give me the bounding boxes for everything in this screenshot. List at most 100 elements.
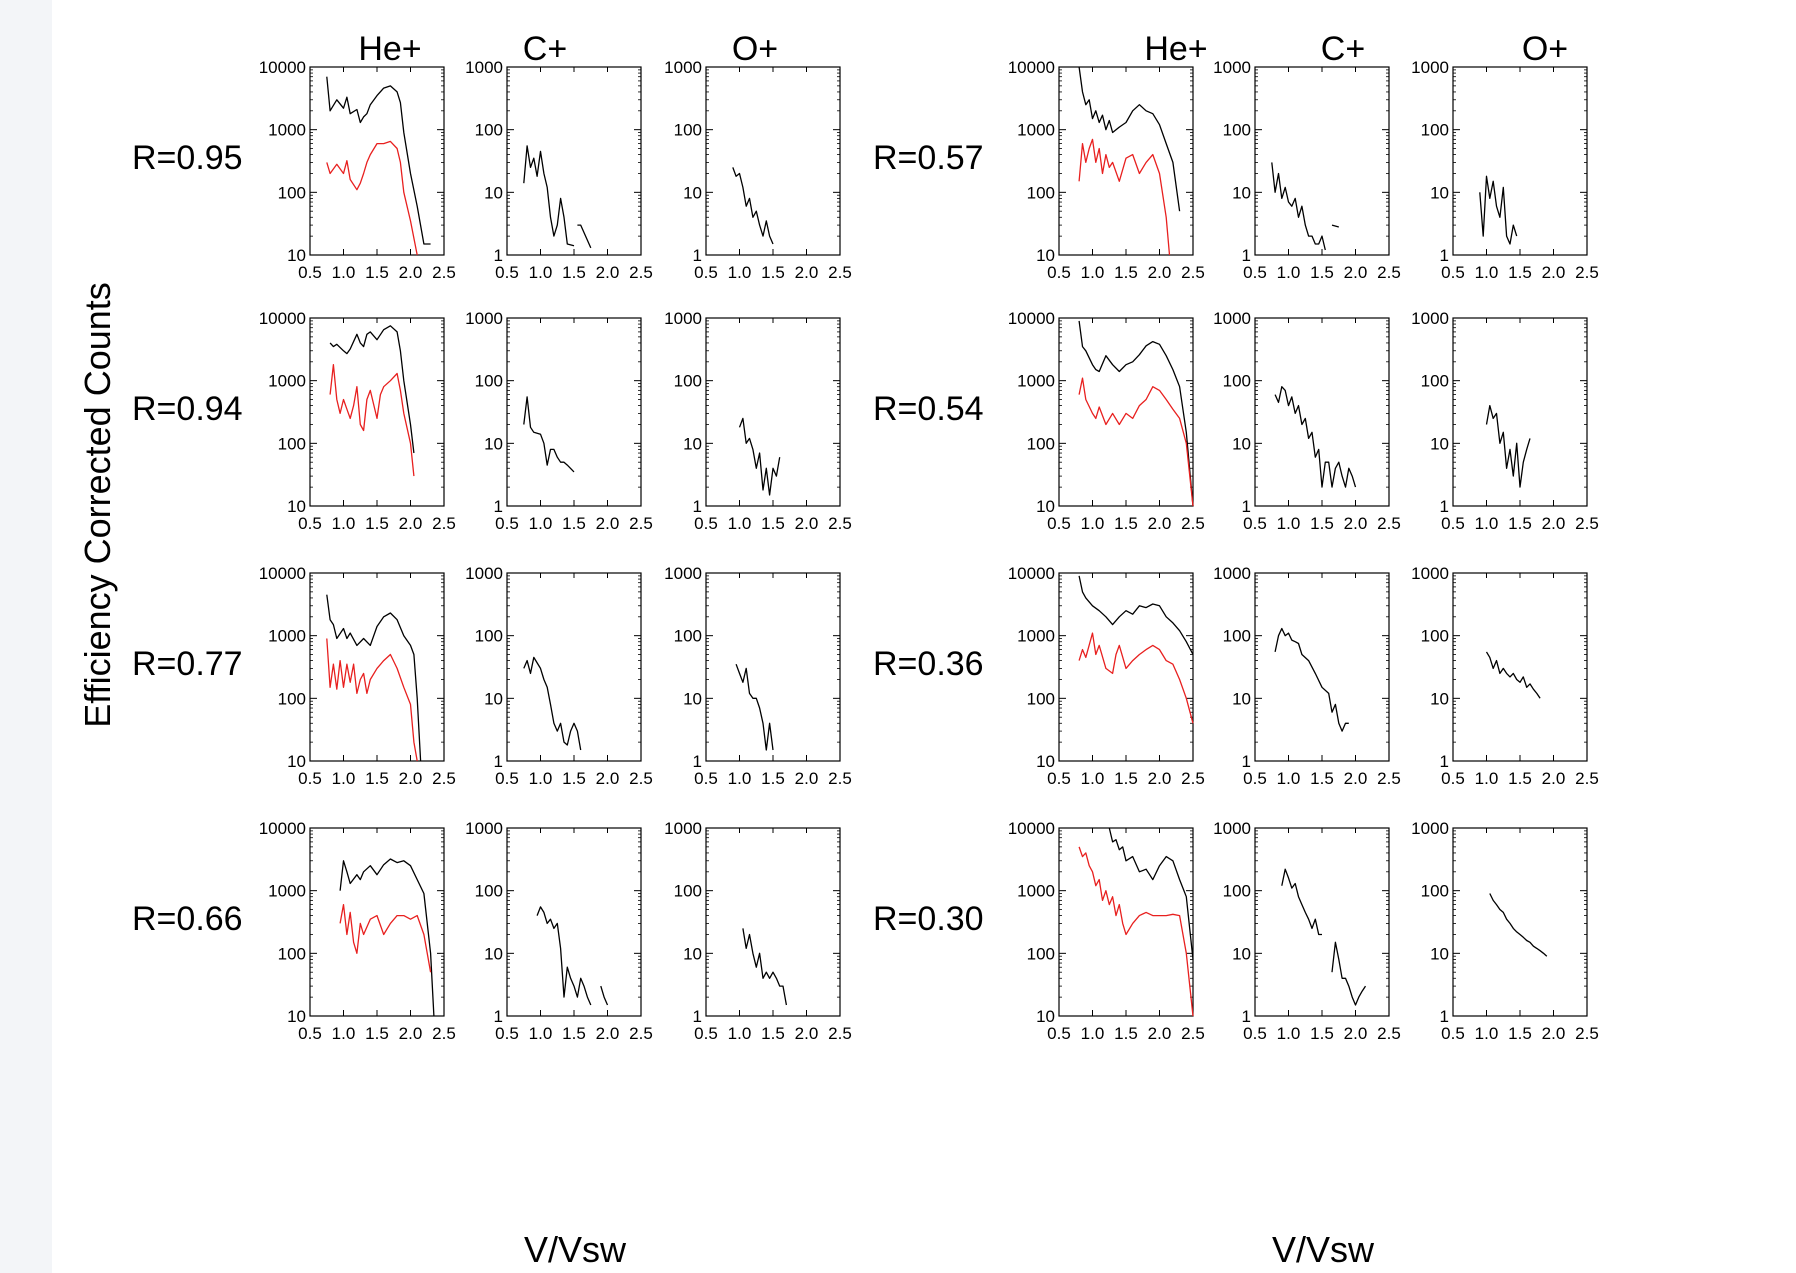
series-line-red (326, 638, 418, 762)
x-tick-label: 1.0 (529, 769, 553, 788)
y-tick-label: 1000 (1017, 372, 1055, 391)
x-tick-label: 1.5 (1508, 263, 1532, 282)
x-tick-label: 2.0 (795, 1024, 819, 1043)
y-tick-label: 1000 (465, 309, 503, 328)
y-tick-label: 10 (1036, 246, 1055, 265)
x-tick-label: 2.5 (629, 1024, 653, 1043)
x-tick-label: 1.0 (1277, 1024, 1301, 1043)
x-tick-label: 0.5 (694, 263, 718, 282)
correlation-label: R=0.30 (873, 900, 984, 938)
panel-frame (1254, 317, 1390, 507)
x-tick-label: 1.5 (1114, 263, 1138, 282)
series-line-black (1479, 175, 1518, 245)
x-tick-label: 1.5 (761, 1024, 785, 1043)
y-tick-label: 10 (484, 434, 503, 453)
y-tick-label: 1000 (1213, 819, 1251, 838)
x-tick-label: 1.5 (562, 1024, 586, 1043)
x-tick-label: 2.5 (828, 514, 852, 533)
x-tick-label: 2.5 (1181, 514, 1205, 533)
panel-frame (506, 572, 642, 762)
y-tick-label: 100 (475, 121, 503, 140)
y-tick-label: 10000 (259, 564, 306, 583)
y-tick-label: 100 (1027, 434, 1055, 453)
x-tick-label: 2.0 (1148, 769, 1172, 788)
correlation-label: R=0.77 (132, 645, 243, 683)
x-tick-label: 1.0 (529, 263, 553, 282)
x-tick-label: 1.0 (529, 514, 553, 533)
y-tick-label: 100 (1421, 882, 1449, 901)
x-tick-label: 2.0 (1148, 263, 1172, 282)
panel-frame (1254, 572, 1390, 762)
x-tick-label: 2.5 (432, 263, 456, 282)
x-tick-label: 2.5 (1377, 263, 1401, 282)
x-tick-label: 0.5 (298, 769, 322, 788)
x-tick-label: 1.0 (1475, 263, 1499, 282)
correlation-label: R=0.54 (873, 390, 984, 428)
panel-frame (705, 317, 841, 507)
y-tick-label: 1 (693, 497, 702, 516)
x-tick-label: 0.5 (1243, 1024, 1267, 1043)
x-tick-label: 0.5 (1441, 1024, 1465, 1043)
x-tick-label: 1.0 (529, 1024, 553, 1043)
y-tick-label: 100 (674, 372, 702, 391)
y-tick-label: 1000 (1411, 58, 1449, 77)
panel-o-plus: 0.5 1.0 1.5 2.0 2.5 1 10 100 1000 (1411, 58, 1599, 282)
y-tick-label: 1 (1242, 1007, 1251, 1026)
y-tick-label: 10 (1232, 434, 1251, 453)
y-tick-label: 10 (1036, 752, 1055, 771)
series-line-black (1274, 627, 1349, 732)
x-tick-label: 1.5 (365, 1024, 389, 1043)
x-tick-label: 1.5 (1310, 514, 1334, 533)
y-tick-label: 100 (1421, 627, 1449, 646)
panel-o-plus: 0.5 1.0 1.5 2.0 2.5 1 10 100 1000 (1411, 819, 1599, 1043)
y-tick-label: 1 (693, 246, 702, 265)
series-line-red (1078, 632, 1194, 724)
series-line-black (1281, 868, 1322, 936)
x-tick-label: 2.0 (596, 769, 620, 788)
y-tick-label: 100 (674, 882, 702, 901)
panel-he-plus: 0.5 1.0 1.5 2.0 2.5 10 100 1000 10000 (259, 309, 456, 533)
y-tick-label: 1000 (1017, 882, 1055, 901)
y-tick-label: 1000 (268, 121, 306, 140)
x-tick-label: 1.0 (728, 263, 752, 282)
panel-frame (1058, 827, 1194, 1017)
y-tick-label: 10000 (1008, 819, 1055, 838)
x-tick-label: 2.0 (399, 514, 423, 533)
series-line-red (329, 364, 415, 477)
x-tick-label: 0.5 (495, 514, 519, 533)
panel-frame (1254, 827, 1390, 1017)
x-tick-label: 1.5 (761, 514, 785, 533)
x-tick-label: 2.5 (1377, 1024, 1401, 1043)
y-tick-label: 1000 (1411, 819, 1449, 838)
x-tick-label: 1.0 (728, 514, 752, 533)
panel-c-plus: 0.5 1.0 1.5 2.0 2.5 1 10 100 1000 (465, 564, 653, 788)
y-tick-label: 10 (484, 944, 503, 963)
panel-he-plus: 0.5 1.0 1.5 2.0 2.5 10 100 1000 10000 (259, 58, 456, 282)
y-tick-label: 100 (1223, 121, 1251, 140)
x-axis-title: V/Vsw (524, 1229, 627, 1270)
y-tick-label: 10 (1036, 1007, 1055, 1026)
x-tick-label: 0.5 (495, 769, 519, 788)
correlation-label: R=0.94 (132, 390, 243, 428)
x-tick-label: 1.5 (1114, 1024, 1138, 1043)
panel-c-plus: 0.5 1.0 1.5 2.0 2.5 1 10 100 1000 (1213, 58, 1401, 282)
x-tick-label: 2.0 (399, 769, 423, 788)
panel-o-plus: 0.5 1.0 1.5 2.0 2.5 1 10 100 1000 (664, 58, 852, 282)
correlation-label: R=0.66 (132, 900, 243, 938)
series-line-black (326, 76, 431, 245)
y-tick-label: 1 (1440, 497, 1449, 516)
y-tick-label: 10 (287, 1007, 306, 1026)
panel-c-plus: 0.5 1.0 1.5 2.0 2.5 1 10 100 1000 (465, 309, 653, 533)
y-tick-label: 1000 (664, 564, 702, 583)
series-line-black (1485, 651, 1541, 699)
y-tick-label: 100 (1027, 183, 1055, 202)
series-line-black (1271, 162, 1326, 251)
x-tick-label: 2.5 (629, 263, 653, 282)
y-tick-label: 100 (475, 372, 503, 391)
series-line-black (600, 985, 609, 1006)
x-tick-label: 2.5 (1377, 514, 1401, 533)
y-tick-label: 1000 (268, 882, 306, 901)
y-tick-label: 1 (1440, 246, 1449, 265)
x-tick-label: 0.5 (298, 263, 322, 282)
